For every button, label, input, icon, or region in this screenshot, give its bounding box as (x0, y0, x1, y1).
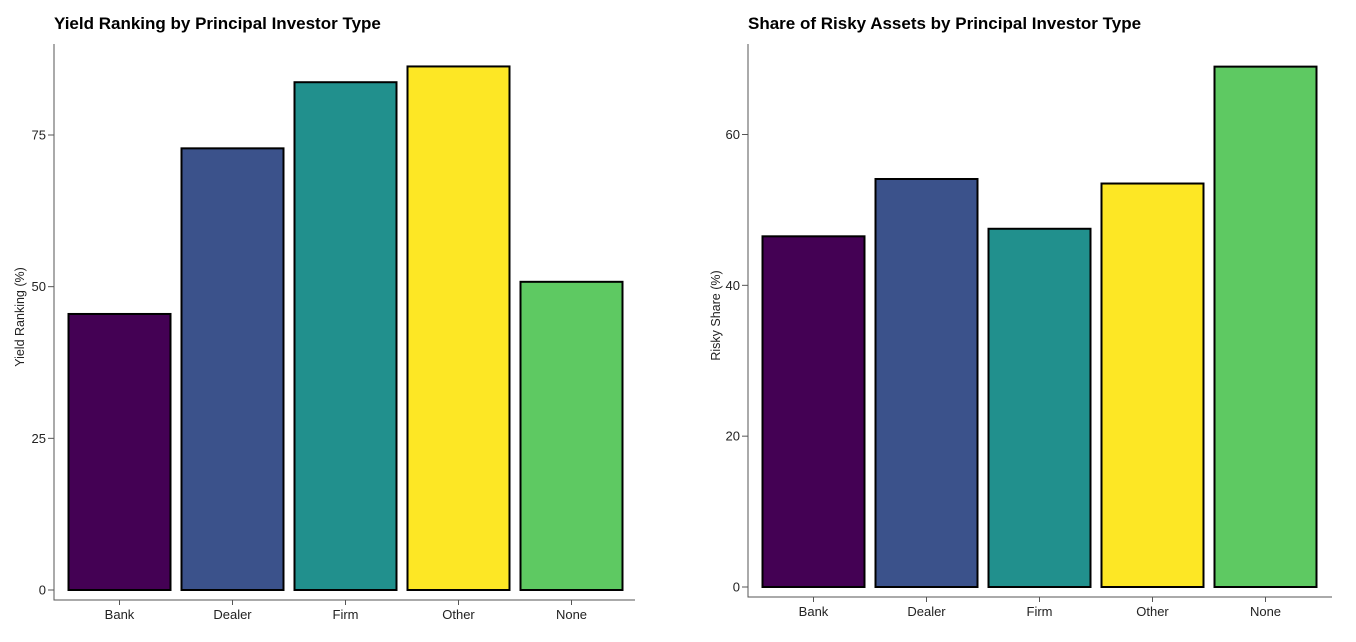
bar-other (406, 65, 511, 592)
x-tick-label: Bank (799, 604, 829, 619)
y-tick-label: 60 (726, 127, 740, 142)
bars (761, 65, 1318, 589)
y-tick-label: 20 (726, 429, 740, 444)
bar-dealer (874, 177, 979, 589)
chart-title: Yield Ranking by Principal Investor Type (54, 14, 381, 33)
y-tick-label: 40 (726, 278, 740, 293)
axis-lines (53, 44, 635, 601)
y-tick-label: 50 (32, 279, 46, 294)
x-tick-label: None (1250, 604, 1281, 619)
x-tick-label: None (556, 607, 587, 622)
bars (67, 65, 624, 592)
chart-left: Yield Ranking by Principal Investor Type… (13, 14, 635, 622)
y-tick-label: 0 (39, 583, 46, 598)
chart-title: Share of Risky Assets by Principal Inves… (748, 14, 1141, 33)
x-tick-label: Bank (105, 607, 135, 622)
chart-right: Share of Risky Assets by Principal Inves… (709, 14, 1332, 619)
bar-bank (761, 235, 866, 588)
x-ticks: Bank Dealer Firm Other None (799, 597, 1281, 619)
axis-lines (747, 44, 1332, 598)
x-tick-label: Firm (1027, 604, 1053, 619)
y-tick-label: 75 (32, 128, 46, 143)
x-tick-label: Other (1136, 604, 1169, 619)
y-ticks: 0 20 40 60 (726, 127, 748, 595)
x-ticks: Bank Dealer Firm Other None (105, 600, 587, 622)
x-tick-label: Firm (333, 607, 359, 622)
bar-other (1100, 182, 1205, 588)
y-ticks: 0 25 50 75 (32, 128, 54, 598)
bar-bank (67, 312, 172, 591)
bar-none (1213, 65, 1318, 588)
bar-firm (293, 81, 398, 591)
x-tick-label: Dealer (907, 604, 946, 619)
y-tick-label: 0 (733, 580, 740, 595)
y-tick-label: 25 (32, 431, 46, 446)
x-tick-label: Other (442, 607, 475, 622)
y-axis-label: Yield Ranking (%) (13, 267, 27, 367)
bar-dealer (180, 147, 285, 591)
y-axis-label: Risky Share (%) (709, 270, 723, 360)
bar-none (519, 280, 624, 591)
bar-firm (987, 227, 1092, 588)
x-tick-label: Dealer (213, 607, 252, 622)
